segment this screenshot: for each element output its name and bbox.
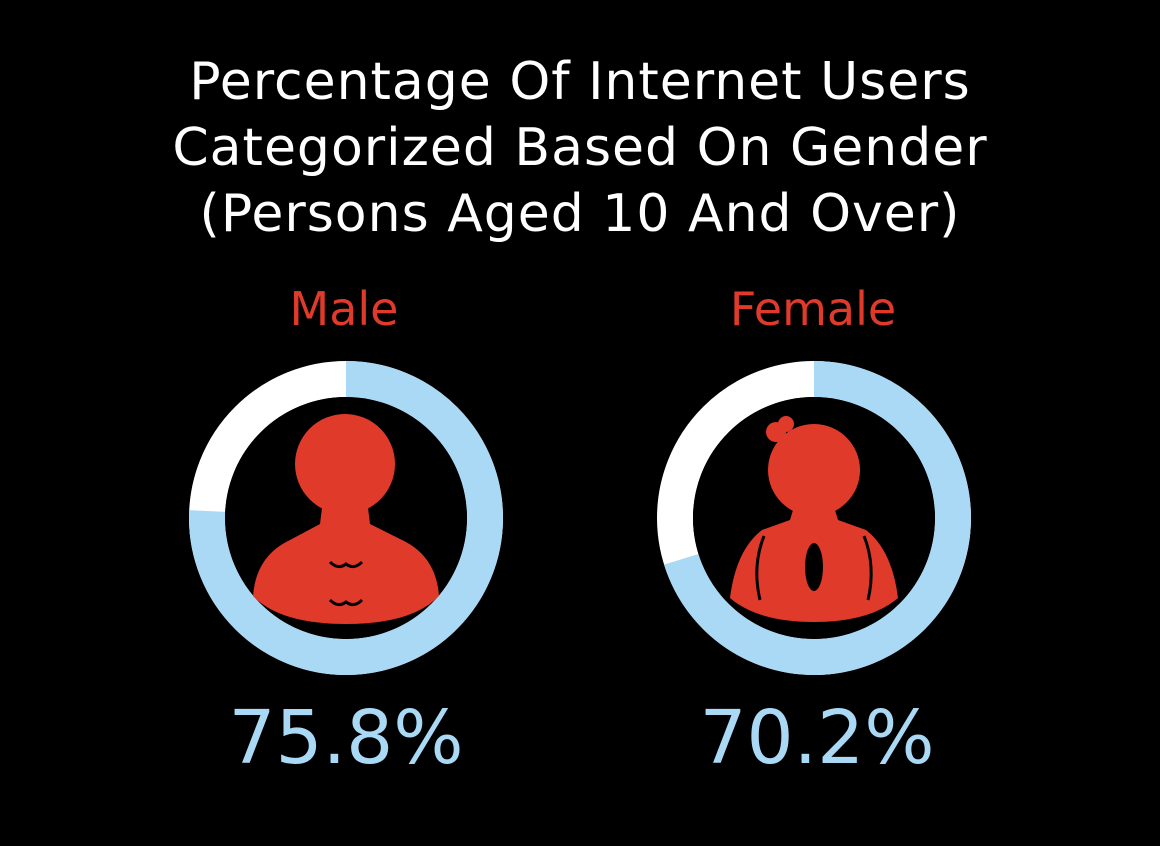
male-person-icon bbox=[253, 414, 439, 624]
male-ring-filled bbox=[189, 361, 503, 675]
female-donut-chart bbox=[657, 361, 971, 675]
chart-title-line-1: Percentage Of Internet Users bbox=[189, 52, 971, 112]
male-donut-chart bbox=[189, 361, 503, 675]
female-value: 70.2% bbox=[699, 695, 935, 781]
male-shirt-detail bbox=[328, 560, 364, 607]
female-label: Female bbox=[729, 282, 897, 336]
male-value: 75.8% bbox=[228, 695, 464, 781]
male-label: Male bbox=[289, 282, 399, 336]
chart-title-line-2: Categorized Based On Gender bbox=[172, 118, 988, 178]
female-dress-detail bbox=[805, 543, 823, 591]
female-dress-folds bbox=[755, 535, 873, 601]
chart-title-line-3: (Persons Aged 10 And Over) bbox=[199, 184, 961, 244]
female-ring-filled bbox=[664, 361, 971, 675]
